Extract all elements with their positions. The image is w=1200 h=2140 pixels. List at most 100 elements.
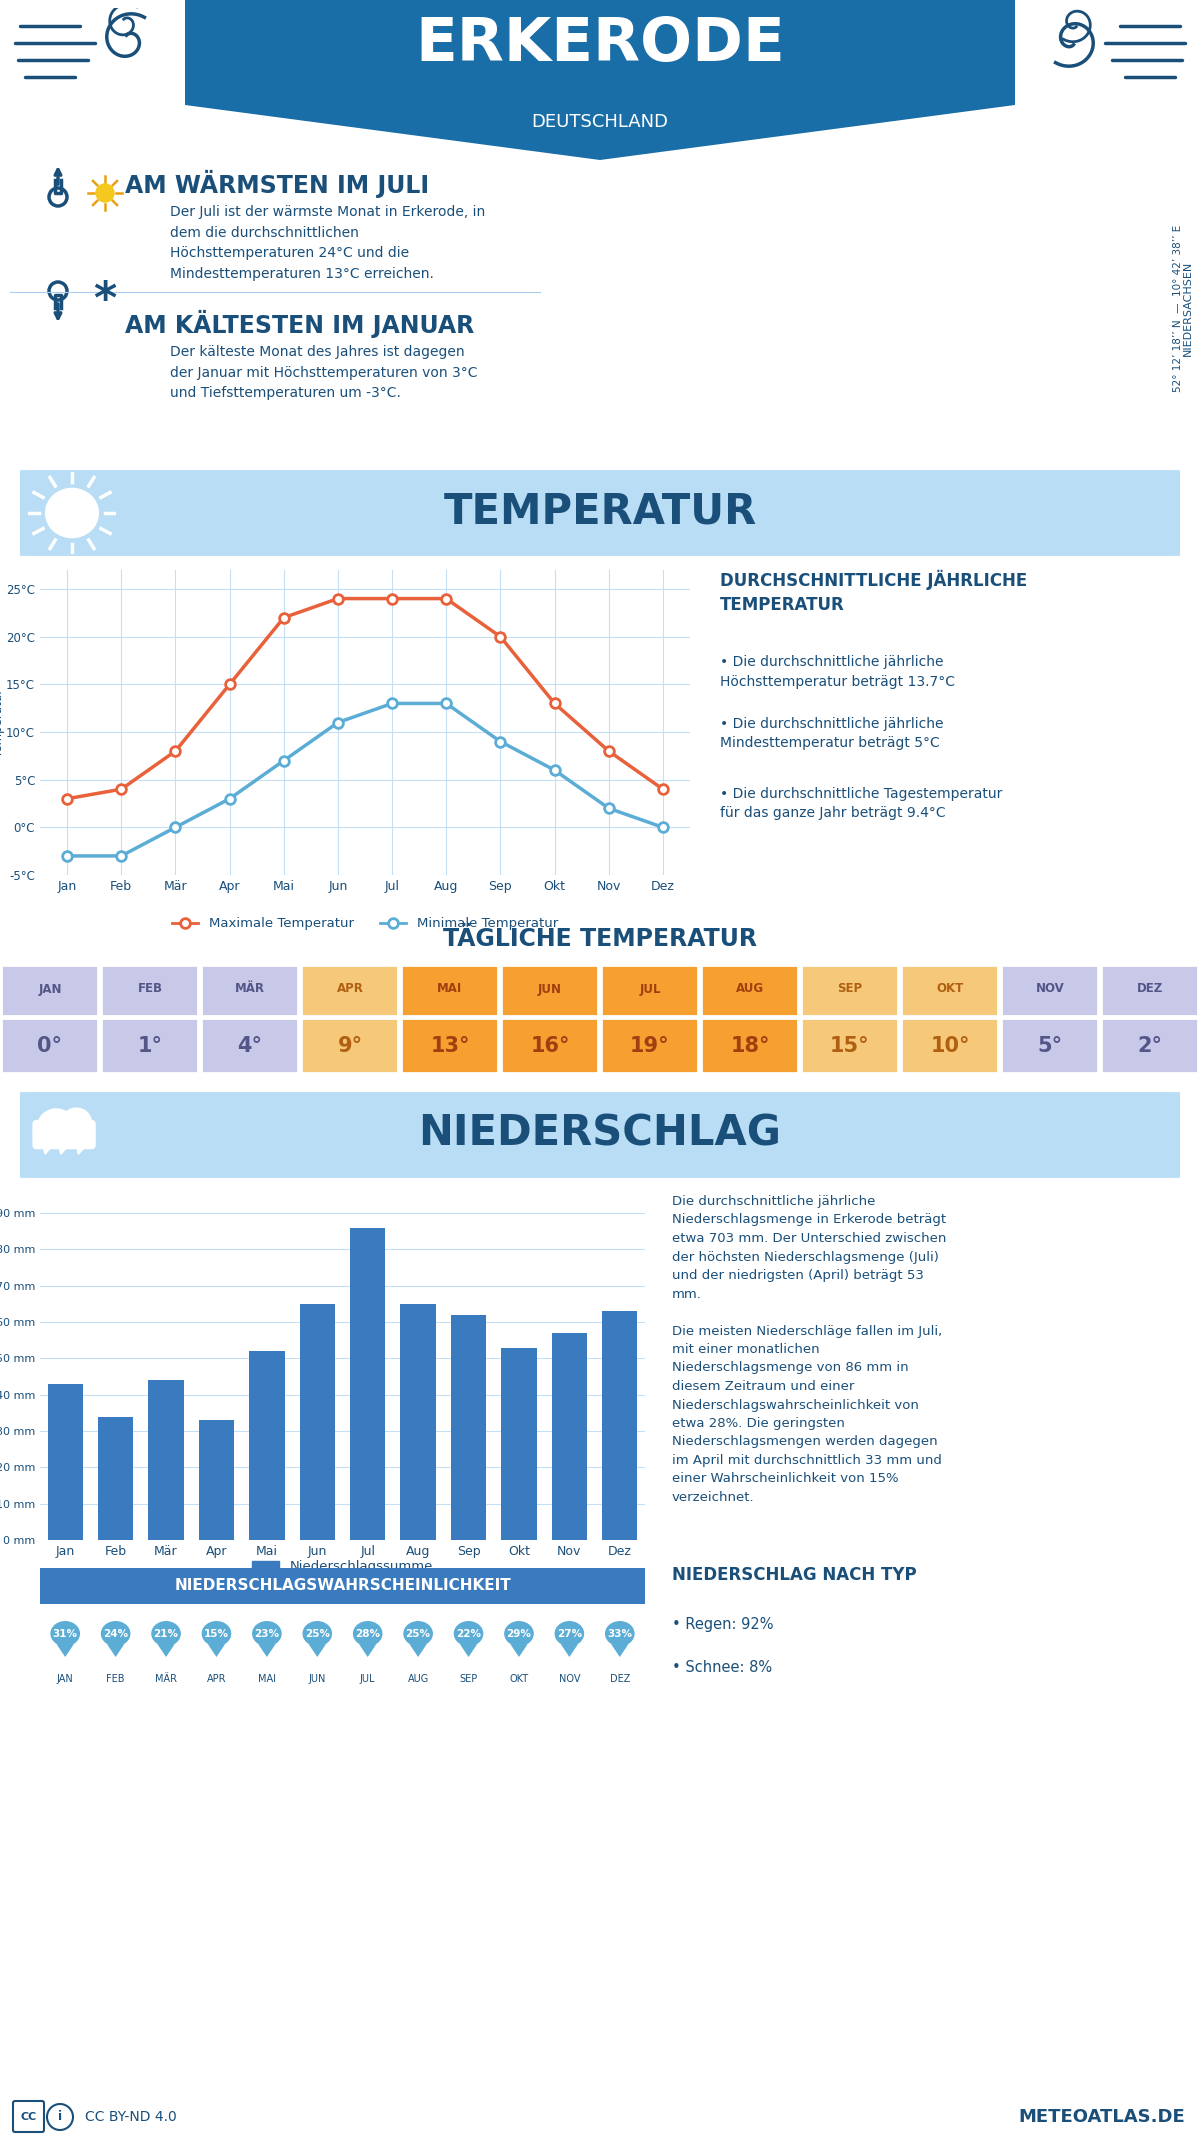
Polygon shape <box>185 0 1015 160</box>
FancyBboxPatch shape <box>202 965 299 1016</box>
Circle shape <box>203 1622 230 1646</box>
Text: 4°: 4° <box>238 1036 263 1055</box>
Text: • Die durchschnittliche jährliche
Höchsttemperatur beträgt 13.7°C: • Die durchschnittliche jährliche Höchst… <box>720 655 955 689</box>
Text: 52° 12’ 18’’ N  —  10° 42’ 38’’ E: 52° 12’ 18’’ N — 10° 42’ 38’’ E <box>1174 225 1183 392</box>
Text: NIEDERSCHLAGSWAHRSCHEINLICHKEIT: NIEDERSCHLAGSWAHRSCHEINLICHKEIT <box>174 1579 511 1594</box>
FancyBboxPatch shape <box>402 1019 498 1074</box>
Text: MAI: MAI <box>258 1673 276 1684</box>
Text: MAI: MAI <box>437 982 463 995</box>
Polygon shape <box>560 1644 578 1656</box>
Text: AM WÄRMSTEN IM JULI: AM WÄRMSTEN IM JULI <box>125 169 430 199</box>
Text: JUL: JUL <box>360 1673 376 1684</box>
Bar <box>300 1303 335 1541</box>
FancyBboxPatch shape <box>1102 1019 1199 1074</box>
Text: TÄGLICHE TEMPERATUR: TÄGLICHE TEMPERATUR <box>443 927 757 950</box>
Text: 16°: 16° <box>530 1036 570 1055</box>
Text: Der kälteste Monat des Jahres ist dagegen
der Januar mit Höchsttemperaturen von : Der kälteste Monat des Jahres ist dagege… <box>170 345 478 400</box>
Text: APR: APR <box>336 982 364 995</box>
Bar <box>401 1303 436 1541</box>
Text: MÄR: MÄR <box>235 982 265 995</box>
FancyBboxPatch shape <box>802 965 899 1016</box>
FancyBboxPatch shape <box>1102 965 1199 1016</box>
Text: AUG: AUG <box>408 1673 428 1684</box>
Legend: Maximale Temperatur, Minimale Temperatur: Maximale Temperatur, Minimale Temperatur <box>167 912 564 935</box>
Text: 33%: 33% <box>607 1629 632 1639</box>
Circle shape <box>37 1109 74 1145</box>
Text: OKT: OKT <box>936 982 964 995</box>
FancyBboxPatch shape <box>102 1019 198 1074</box>
FancyBboxPatch shape <box>402 965 498 1016</box>
Bar <box>48 1385 83 1541</box>
Text: 23%: 23% <box>254 1629 280 1639</box>
Text: SEP: SEP <box>460 1673 478 1684</box>
Text: • Schnee: 8%: • Schnee: 8% <box>672 1661 772 1676</box>
Text: 9°: 9° <box>337 1036 362 1055</box>
Text: 0°: 0° <box>37 1036 62 1055</box>
Text: NOV: NOV <box>559 1673 580 1684</box>
Text: METEOATLAS.DE: METEOATLAS.DE <box>1019 2108 1186 2125</box>
Text: 29%: 29% <box>506 1629 532 1639</box>
Legend: Niederschlagssumme: Niederschlagssumme <box>247 1554 438 1579</box>
Text: NIEDERSCHLAG: NIEDERSCHLAG <box>419 1113 781 1153</box>
Text: ERKERODE: ERKERODE <box>415 15 785 75</box>
FancyBboxPatch shape <box>10 1566 676 1605</box>
Text: DEUTSCHLAND: DEUTSCHLAND <box>532 113 668 131</box>
FancyBboxPatch shape <box>601 1019 698 1074</box>
Text: 10°: 10° <box>930 1036 970 1055</box>
Text: CC: CC <box>20 2112 37 2123</box>
FancyBboxPatch shape <box>702 1019 798 1074</box>
FancyBboxPatch shape <box>1002 1019 1098 1074</box>
Text: DEZ: DEZ <box>1136 982 1163 995</box>
FancyBboxPatch shape <box>702 965 798 1016</box>
FancyBboxPatch shape <box>0 1089 1200 1179</box>
Text: 15°: 15° <box>830 1036 870 1055</box>
Text: DEZ: DEZ <box>610 1673 630 1684</box>
Text: 19°: 19° <box>630 1036 670 1055</box>
Circle shape <box>556 1622 583 1646</box>
Text: NIEDERSCHLAG NACH TYP: NIEDERSCHLAG NACH TYP <box>672 1566 917 1584</box>
Text: 18°: 18° <box>731 1036 769 1055</box>
Polygon shape <box>157 1644 175 1656</box>
Text: AUG: AUG <box>736 982 764 995</box>
Bar <box>602 1312 637 1541</box>
Text: FEB: FEB <box>107 1673 125 1684</box>
Polygon shape <box>510 1644 528 1656</box>
FancyBboxPatch shape <box>1 965 98 1016</box>
Circle shape <box>102 1622 130 1646</box>
FancyBboxPatch shape <box>1002 965 1098 1016</box>
Circle shape <box>404 1622 432 1646</box>
Text: FEB: FEB <box>138 982 162 995</box>
Text: SEP: SEP <box>838 982 863 995</box>
FancyBboxPatch shape <box>301 1019 398 1074</box>
Text: • Die durchschnittliche Tagestemperatur
für das ganze Jahr beträgt 9.4°C: • Die durchschnittliche Tagestemperatur … <box>720 788 1002 820</box>
Text: JUN: JUN <box>538 982 562 995</box>
Text: JAN: JAN <box>56 1673 73 1684</box>
Polygon shape <box>359 1644 377 1656</box>
Text: Der Juli ist der wärmste Monat in Erkerode, in
dem die durchschnittlichen
Höchst: Der Juli ist der wärmste Monat in Erkero… <box>170 205 485 280</box>
Text: APR: APR <box>206 1673 227 1684</box>
Text: NOV: NOV <box>1036 982 1064 995</box>
Text: • Regen: 92%: • Regen: 92% <box>672 1618 774 1633</box>
Text: MÄR: MÄR <box>155 1673 178 1684</box>
Text: 1°: 1° <box>138 1036 162 1055</box>
Text: 13°: 13° <box>431 1036 469 1055</box>
FancyBboxPatch shape <box>502 1019 599 1074</box>
Bar <box>149 1380 184 1541</box>
Circle shape <box>304 1622 331 1646</box>
Bar <box>199 1421 234 1541</box>
Text: 15%: 15% <box>204 1629 229 1639</box>
Text: 25%: 25% <box>305 1629 330 1639</box>
FancyBboxPatch shape <box>32 1119 96 1149</box>
Circle shape <box>52 1622 79 1646</box>
Text: i: i <box>58 2110 62 2123</box>
Text: JUN: JUN <box>308 1673 326 1684</box>
Text: 21%: 21% <box>154 1629 179 1639</box>
FancyBboxPatch shape <box>901 965 998 1016</box>
Text: 24%: 24% <box>103 1629 128 1639</box>
Bar <box>451 1314 486 1541</box>
FancyBboxPatch shape <box>802 1019 899 1074</box>
Polygon shape <box>409 1644 427 1656</box>
Circle shape <box>34 1119 58 1143</box>
Circle shape <box>253 1622 281 1646</box>
Text: 5°: 5° <box>1038 1036 1062 1055</box>
